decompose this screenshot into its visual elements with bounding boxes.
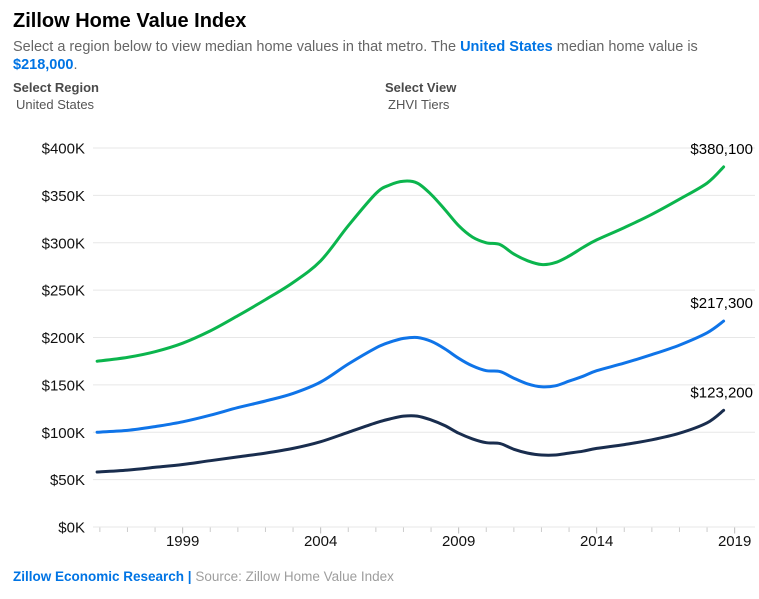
y-axis-label: $100K bbox=[42, 425, 85, 442]
region-select-value[interactable]: United States bbox=[16, 97, 95, 112]
subtitle-text-before: Select a region below to view median hom… bbox=[13, 39, 461, 55]
x-axis-label: 2009 bbox=[442, 533, 475, 550]
x-axis-label: 1999 bbox=[166, 533, 199, 550]
y-axis-label: $350K bbox=[42, 188, 85, 205]
x-axis-label: 2014 bbox=[580, 533, 613, 550]
source-credit: Source: Zillow Home Value Index bbox=[191, 569, 394, 584]
subtitle-text-middle: median home value is bbox=[552, 39, 698, 55]
region-select[interactable]: Select Region United States bbox=[13, 80, 99, 112]
y-axis-label: $300K bbox=[42, 235, 85, 252]
series-end-label-bottom-tier: $123,200 bbox=[690, 384, 753, 401]
series-end-label-middle-tier: $217,300 bbox=[690, 295, 753, 312]
controls-row: Select Region United States Select View … bbox=[0, 80, 759, 120]
y-axis-label: $150K bbox=[42, 377, 85, 394]
y-axis-label: $400K bbox=[42, 141, 85, 158]
y-axis-label: $0K bbox=[58, 520, 85, 537]
subtitle-period: . bbox=[73, 57, 78, 73]
region-select-label: Select Region bbox=[13, 80, 99, 95]
home-value-link[interactable]: $218,000 bbox=[13, 57, 74, 73]
view-select[interactable]: Select View ZHVI Tiers bbox=[385, 80, 456, 112]
y-axis-label: $50K bbox=[50, 472, 85, 489]
page-title: Zillow Home Value Index bbox=[13, 10, 247, 32]
region-link[interactable]: United States bbox=[460, 39, 553, 55]
y-axis-label: $200K bbox=[42, 330, 85, 347]
page-subtitle: Select a region below to view median hom… bbox=[13, 38, 751, 74]
x-axis-label: 2004 bbox=[304, 533, 337, 550]
series-end-label-top-tier: $380,100 bbox=[690, 141, 753, 158]
view-select-label: Select View bbox=[385, 80, 457, 95]
series-line-middle-tier[interactable] bbox=[95, 319, 726, 434]
x-axis-label: 2019 bbox=[718, 533, 751, 550]
series-line-bottom-tier[interactable] bbox=[95, 408, 726, 474]
page-footer: Zillow Economic Research | Source: Zillo… bbox=[13, 569, 394, 584]
view-select-value[interactable]: ZHVI Tiers bbox=[388, 97, 450, 112]
series-line-top-tier[interactable] bbox=[95, 165, 726, 363]
y-axis-label: $250K bbox=[42, 283, 85, 300]
zillow-economic-research-link[interactable]: Zillow Economic Research | bbox=[13, 569, 192, 584]
